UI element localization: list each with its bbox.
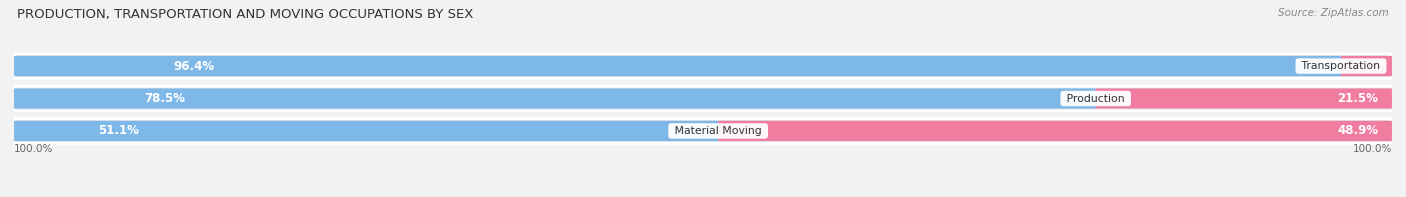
FancyBboxPatch shape xyxy=(14,56,1341,76)
Text: 51.1%: 51.1% xyxy=(98,125,139,138)
Text: PRODUCTION, TRANSPORTATION AND MOVING OCCUPATIONS BY SEX: PRODUCTION, TRANSPORTATION AND MOVING OC… xyxy=(17,8,474,21)
Text: Transportation: Transportation xyxy=(1298,61,1384,71)
FancyBboxPatch shape xyxy=(1095,88,1392,109)
Text: Material Moving: Material Moving xyxy=(671,126,765,136)
Text: 48.9%: 48.9% xyxy=(1337,125,1378,138)
Text: 96.4%: 96.4% xyxy=(173,59,215,72)
Legend: Male, Female: Male, Female xyxy=(638,194,768,197)
Text: 100.0%: 100.0% xyxy=(14,144,53,154)
FancyBboxPatch shape xyxy=(14,54,1392,78)
FancyBboxPatch shape xyxy=(14,119,1392,143)
Text: 21.5%: 21.5% xyxy=(1337,92,1378,105)
FancyBboxPatch shape xyxy=(14,121,718,141)
Text: Source: ZipAtlas.com: Source: ZipAtlas.com xyxy=(1278,8,1389,18)
Text: 78.5%: 78.5% xyxy=(143,92,184,105)
Text: Production: Production xyxy=(1063,94,1128,103)
FancyBboxPatch shape xyxy=(1341,56,1392,76)
FancyBboxPatch shape xyxy=(14,86,1392,111)
FancyBboxPatch shape xyxy=(14,88,1095,109)
Text: 100.0%: 100.0% xyxy=(1353,144,1392,154)
FancyBboxPatch shape xyxy=(718,121,1392,141)
